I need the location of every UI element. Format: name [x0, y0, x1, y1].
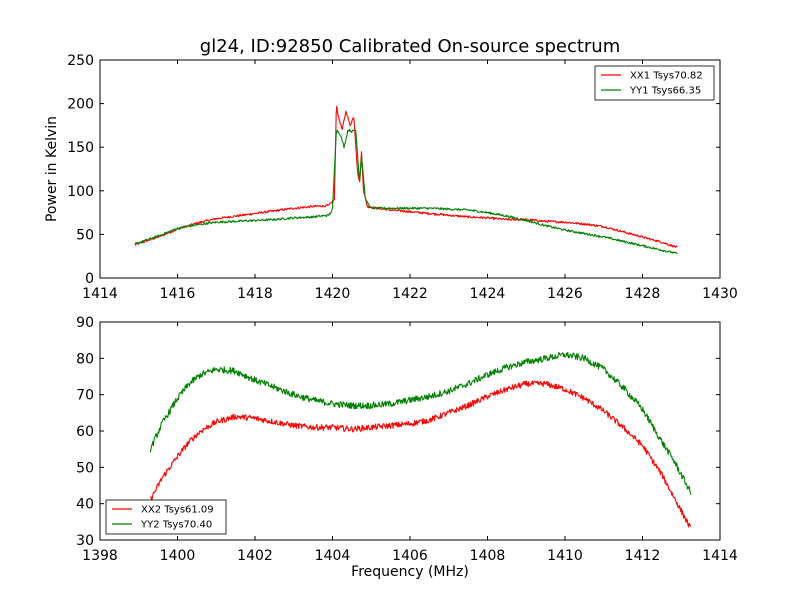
bottom-y-tick-label: 80	[76, 351, 94, 367]
top-x-tick-label: 1428	[625, 286, 661, 302]
bottom-x-tick-label: 1398	[82, 548, 118, 564]
bottom-x-tick-label: 1412	[625, 548, 661, 564]
bottom-legend: XX2 Tsys61.09 YY2 Tsys70.40	[105, 499, 227, 535]
bottom-y-tick-label: 70	[76, 388, 94, 404]
bottom-y-tick-label: 60	[76, 424, 94, 440]
bottom-x-tick-label: 1414	[702, 548, 738, 564]
bottom-x-tick-label: 1410	[547, 548, 583, 564]
top-legend-label-yy1: YY1 Tsys66.35	[629, 86, 701, 97]
bottom-x-tick-label: 1400	[160, 548, 196, 564]
top-series-xx1-line	[134, 105, 678, 248]
top-y-axis-label: Power in Kelvin	[44, 116, 60, 222]
bottom-x-tick-label: 1404	[315, 548, 351, 564]
bottom-series-group	[149, 351, 692, 528]
top-y-tick-label: 100	[67, 184, 94, 200]
top-y-tick-label: 0	[85, 271, 94, 287]
top-legend-box	[594, 65, 715, 101]
top-y-tick-label: 200	[67, 97, 94, 113]
bottom-ticks: 1398 1400 1402 1404 1406 1408 1410 1412 1414 30 40…	[76, 315, 738, 564]
bottom-legend-label-yy2: YY2 Tsys70.40	[140, 520, 212, 531]
bottom-legend-box	[105, 499, 227, 535]
top-x-tick-label: 1424	[470, 286, 506, 302]
top-x-tick-label: 1420	[315, 286, 351, 302]
bottom-plot-area	[149, 351, 692, 528]
bottom-series-xx2-line	[149, 380, 692, 528]
bottom-y-tick-label: 50	[76, 460, 94, 476]
top-series-yy1-line	[134, 128, 678, 255]
top-plot-area	[134, 105, 678, 255]
top-x-tick-label: 1422	[392, 286, 428, 302]
bottom-series-yy2-line	[149, 351, 692, 495]
top-series-group	[134, 105, 678, 255]
top-legend: XX1 Tsys70.82 YY1 Tsys66.35	[594, 65, 715, 101]
bottom-x-tick-label: 1402	[237, 548, 273, 564]
top-chart: 1414 1416 1418 1420 1422 1424 1426 1428 1430 0 50 1…	[44, 53, 738, 302]
top-y-tick-label: 50	[76, 227, 94, 243]
top-x-tick-label: 1416	[160, 286, 196, 302]
top-legend-label-xx1: XX1 Tsys70.82	[630, 71, 703, 82]
top-ticks: 1414 1416 1418 1420 1422 1424 1426 1428 1430 0 50 1…	[67, 53, 738, 302]
bottom-chart: 1398 1400 1402 1404 1406 1408 1410 1412 1414 30 40…	[76, 315, 738, 580]
top-y-tick-label: 250	[67, 53, 94, 69]
bottom-legend-label-xx2: XX2 Tsys61.09	[141, 505, 214, 516]
chart-title: gl24, ID:92850 Calibrated On-source spec…	[200, 36, 620, 57]
top-y-tick-label: 150	[67, 140, 94, 156]
top-x-tick-label: 1418	[237, 286, 273, 302]
bottom-x-tick-label: 1406	[392, 548, 428, 564]
bottom-y-tick-label: 30	[76, 533, 94, 549]
top-x-tick-label: 1430	[702, 286, 738, 302]
top-x-tick-label: 1414	[82, 286, 118, 302]
bottom-x-axis-label: Frequency (MHz)	[351, 564, 469, 580]
bottom-x-tick-label: 1408	[470, 548, 506, 564]
bottom-y-tick-label: 90	[76, 315, 94, 331]
bottom-y-tick-label: 40	[76, 497, 94, 513]
top-x-tick-label: 1426	[547, 286, 583, 302]
